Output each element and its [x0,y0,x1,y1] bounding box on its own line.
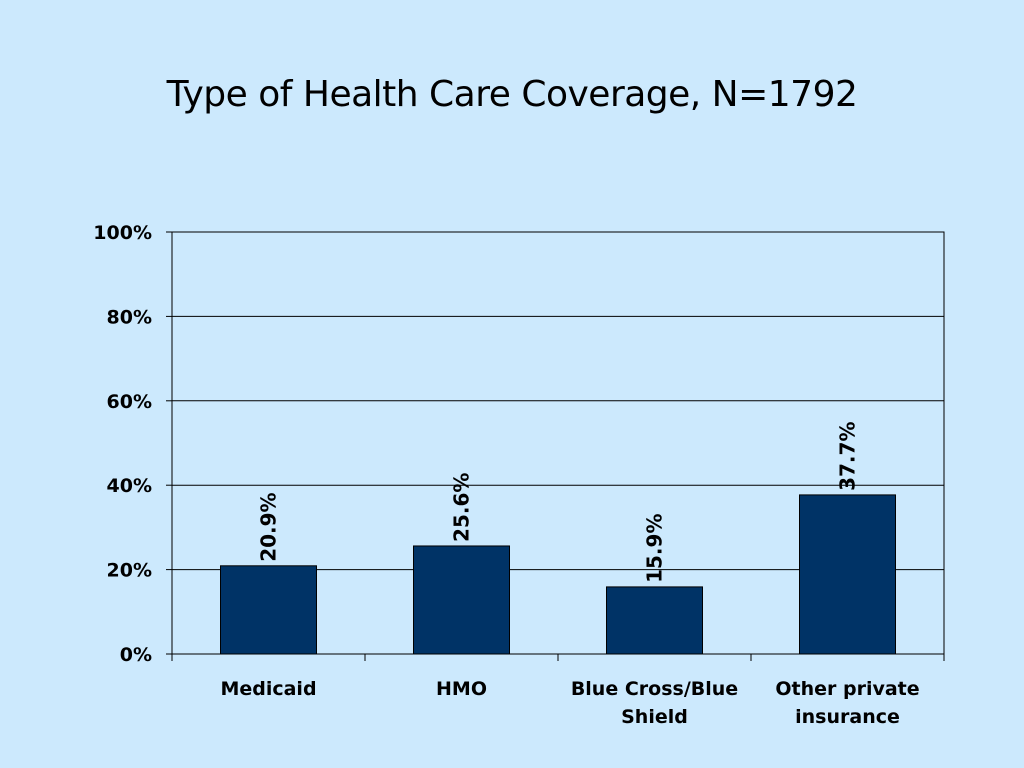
data-label: 20.9% [257,492,281,561]
category-label: HMO [436,678,487,700]
data-label: 15.9% [643,514,667,583]
category-label: Blue Cross/Blue [571,678,738,700]
category-label: Medicaid [220,678,316,700]
chart-title: Type of Health Care Coverage, N=1792 [166,74,858,115]
bar [799,494,896,655]
y-tick-label: 40% [107,475,152,497]
axes [166,231,945,661]
bar [413,545,510,655]
data-label: 25.6% [450,473,474,542]
y-tick-label: 0% [120,644,152,666]
category-label: insurance [795,706,900,728]
bar [220,565,317,655]
y-tick-label: 100% [93,222,152,244]
bars [220,494,896,655]
labels: 0% 20% 40% 60% 80% 100% 20.9% 25.6% 15.9% 37.7% Me… [93,222,919,728]
bar [606,586,703,655]
category-label: Other private [775,678,919,700]
y-tick-label: 80% [107,306,152,328]
category-label: Shield [621,706,688,728]
y-tick-label: 60% [107,391,152,413]
y-tick-label: 20% [107,560,152,582]
data-label: 37.7% [836,422,860,491]
